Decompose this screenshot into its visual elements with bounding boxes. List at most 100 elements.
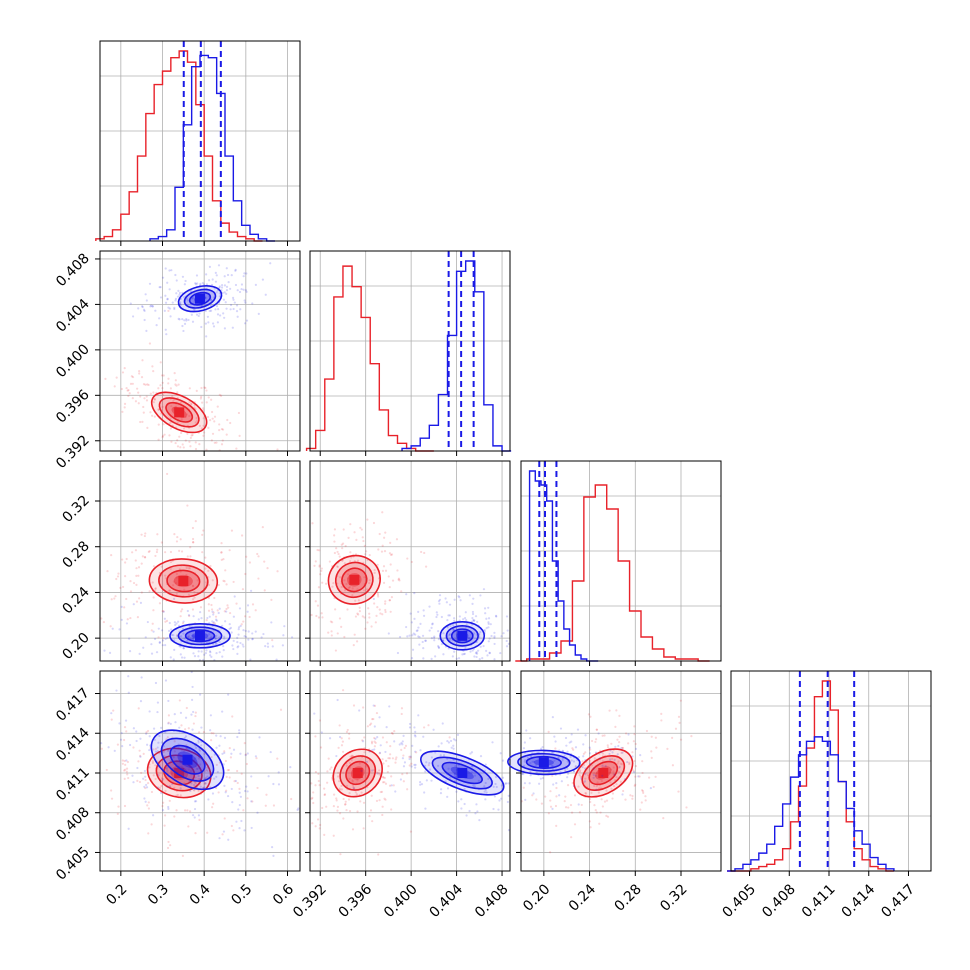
sample-point (222, 830, 226, 833)
sample-point (621, 793, 624, 796)
sample-point (128, 392, 131, 395)
sample-point (594, 774, 597, 777)
sample-point (433, 635, 436, 638)
sample-point (454, 765, 457, 768)
sample-point (242, 288, 245, 291)
sample-point (202, 417, 205, 420)
sample-point (388, 599, 391, 602)
sample-point (325, 805, 328, 808)
sample-point (405, 772, 409, 775)
sample-point (185, 413, 189, 416)
sample-point (410, 657, 414, 660)
sample-point (170, 772, 173, 776)
y-tick-label: 0.396 (53, 387, 93, 427)
sample-point (179, 787, 182, 790)
sample-point (272, 782, 275, 786)
sample-point (180, 610, 183, 613)
sample-point (336, 698, 339, 702)
sample-point (603, 734, 606, 737)
sample-point (382, 581, 386, 584)
sample-point (161, 804, 164, 808)
sample-point (334, 649, 338, 652)
sample-point (179, 653, 182, 656)
sample-point (148, 710, 151, 713)
sample-point (137, 566, 141, 569)
sample-point (581, 765, 584, 769)
sample-point (356, 810, 359, 813)
sample-point (192, 652, 195, 655)
sample-point (189, 445, 192, 448)
sample-point (215, 746, 218, 749)
sample-point (359, 800, 362, 803)
sample-point (332, 582, 335, 585)
sample-point (437, 645, 440, 648)
sample-point (437, 764, 440, 767)
sample-point (457, 800, 460, 803)
sample-point (255, 757, 258, 760)
sample-point (330, 621, 334, 624)
sample-point (251, 800, 254, 803)
sample-point (452, 738, 456, 741)
sample-point (609, 771, 612, 774)
sample-point (120, 605, 123, 609)
sample-point (207, 426, 210, 429)
sample-point (383, 781, 386, 784)
sample-point (145, 395, 148, 398)
sample-point (411, 634, 414, 637)
sample-point (432, 728, 435, 731)
histogram-red-0 (95, 50, 263, 242)
sample-point (566, 783, 570, 787)
x-tick-label: 0.20 (520, 881, 553, 914)
sample-point (495, 785, 498, 789)
sample-point (370, 625, 373, 628)
sample-point (237, 808, 240, 811)
sample-point (311, 796, 314, 799)
panel-background (310, 671, 510, 871)
sample-point (132, 727, 135, 730)
sample-point (236, 636, 239, 639)
sample-point (372, 521, 376, 525)
sample-point (167, 382, 170, 385)
sample-point (371, 820, 374, 823)
sample-point (181, 443, 184, 446)
sample-point (387, 575, 390, 578)
sample-point (411, 744, 414, 747)
sample-point (618, 766, 621, 769)
sample-point (178, 759, 182, 763)
sample-point (123, 402, 127, 405)
sample-point (470, 765, 473, 768)
sample-point (144, 778, 147, 782)
sample-point (156, 548, 159, 551)
sample-point (166, 636, 169, 640)
sample-point (639, 754, 642, 757)
sample-point (452, 628, 455, 631)
sample-point (127, 389, 130, 392)
sample-point (182, 620, 185, 623)
sample-point (177, 752, 180, 755)
sample-point (422, 647, 425, 650)
sample-point (158, 641, 161, 644)
sample-point (340, 543, 343, 546)
sample-point (125, 386, 128, 390)
sample-point (391, 757, 395, 760)
sample-point (592, 776, 595, 779)
sample-point (141, 555, 144, 558)
sample-point (272, 804, 276, 807)
sample-point (376, 772, 379, 775)
sample-point (570, 740, 573, 743)
density-red-2-0-scatter (100, 472, 279, 642)
sample-point (317, 586, 321, 589)
sample-point (223, 275, 226, 278)
sample-point (624, 778, 627, 781)
sample-point (211, 432, 215, 435)
sample-point (220, 286, 224, 289)
sample-point (165, 333, 168, 336)
sample-point (149, 411, 152, 414)
sample-point (215, 734, 218, 737)
sample-point (634, 783, 637, 786)
sample-point (535, 771, 538, 774)
sample-point (183, 283, 186, 286)
sample-point (381, 775, 385, 779)
sample-point (612, 784, 616, 788)
sample-point (438, 598, 442, 601)
